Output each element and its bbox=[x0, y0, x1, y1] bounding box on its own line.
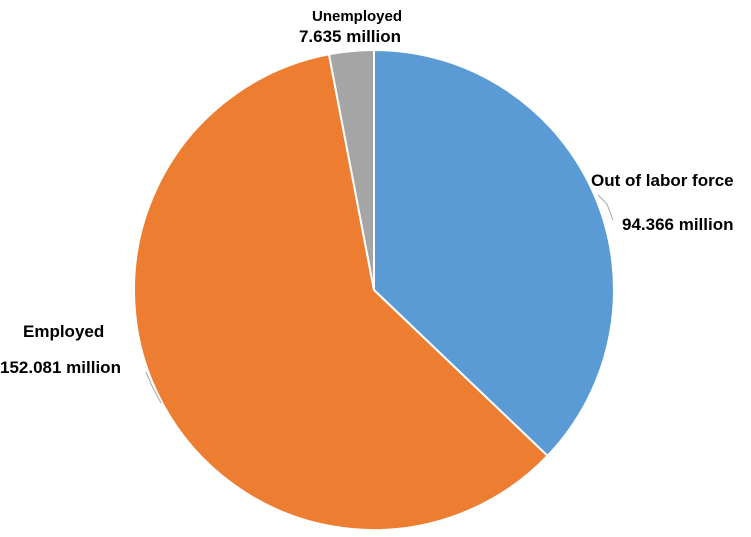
pie-slices bbox=[133, 49, 615, 532]
label-unemployed-name: Unemployed bbox=[312, 8, 402, 25]
label-employed-name: Employed bbox=[23, 322, 104, 341]
leader-lines bbox=[145, 194, 614, 404]
leader-line-out-of-labor-force bbox=[597, 194, 614, 221]
label-employed-value: 152.081 million bbox=[0, 358, 121, 377]
label-out-of-labor-force-value: 94.366 million bbox=[622, 215, 734, 234]
label-unemployed-value: 7.635 million bbox=[299, 27, 401, 46]
pie-slice-employed bbox=[133, 53, 549, 532]
pie-slice-out-of-labor-force bbox=[373, 49, 615, 457]
data-labels: Unemployed 7.635 million Out of labor fo… bbox=[0, 8, 734, 377]
pie-slice-unemployed bbox=[327, 49, 375, 291]
leader-line-employed bbox=[145, 371, 162, 404]
label-out-of-labor-force-name: Out of labor force bbox=[591, 171, 734, 190]
